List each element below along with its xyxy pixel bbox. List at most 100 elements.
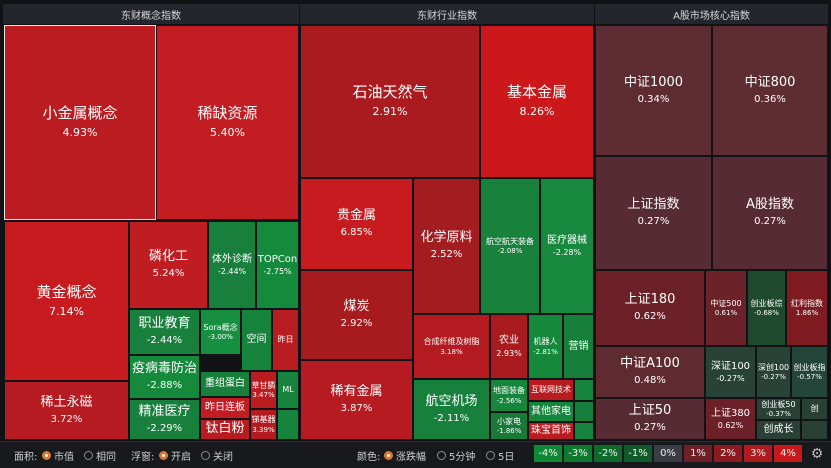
tile-xiaojiadian[interactable]: 小家电 -1.86% <box>490 412 528 440</box>
float-option-on[interactable]: 开启 <box>159 448 191 463</box>
tile-shiyou[interactable]: 石油天然气 2.91% <box>300 25 480 178</box>
color-option-5day[interactable]: 5日 <box>486 448 514 463</box>
radio-selected-icon <box>42 451 51 460</box>
tile-yiliao[interactable]: 医疗器械 -2.28% <box>540 178 594 314</box>
tile-sz180[interactable]: 上证180 0.62% <box>595 270 705 346</box>
tile-pct: 7.14% <box>49 304 84 318</box>
tile-guijinshu[interactable]: 贵金属 6.85% <box>300 178 413 270</box>
tile-sz380[interactable]: 上证380 0.62% <box>705 398 756 440</box>
tile-zuori[interactable]: 昨日 <box>272 309 299 371</box>
tile-name: 航空机场 <box>425 393 478 409</box>
tile-topcon[interactable]: TOPCon -2.75% <box>256 221 299 309</box>
tile-small-green-ind3[interactable] <box>574 422 594 440</box>
tile-name: 昨日 <box>277 335 294 345</box>
tile-pct: -2.81% <box>533 347 558 356</box>
tile-cyb-small[interactable]: 创 <box>801 398 828 420</box>
tile-qitajiadian[interactable]: 其他家电 <box>528 401 574 422</box>
tile-xitu[interactable]: 稀土永磁 3.72% <box>4 381 129 440</box>
tile-name: 营销 <box>568 340 589 352</box>
tile-cybz[interactable]: 创业板指 -0.57% <box>791 346 828 398</box>
color-label: 颜色: <box>357 452 381 463</box>
tile-name: 上证380 <box>710 407 751 419</box>
tile-hulianwang[interactable]: 互联网技术 <box>528 379 574 401</box>
tile-pct: 0.61% <box>714 309 738 318</box>
tile-small-green[interactable] <box>277 409 299 440</box>
tile-dimian[interactable]: 地面装备 -2.56% <box>490 379 528 412</box>
tile-pct: -0.27% <box>761 373 786 382</box>
tile-zz500[interactable]: 中证500 0.61% <box>705 270 747 346</box>
tile-jiben[interactable]: 基本金属 8.26% <box>480 25 594 178</box>
tile-tiwai[interactable]: 体外诊断 -2.44% <box>208 221 256 309</box>
legend-swatch: 1% <box>684 445 712 462</box>
tile-zhubao[interactable]: 珠宝首饰 <box>528 422 574 440</box>
tile-yimiao[interactable]: 疫病毒防治 -2.88% <box>129 355 200 399</box>
tile-jiqiren[interactable]: 机器人 -2.81% <box>528 314 563 379</box>
color-option-5min[interactable]: 5分钟 <box>437 448 475 463</box>
tile-linhuagong[interactable]: 磷化工 5.24% <box>129 221 208 309</box>
tile-agu[interactable]: A股指数 0.27% <box>712 156 828 270</box>
tile-name: 中证A100 <box>620 356 680 372</box>
area-option-equal[interactable]: 相同 <box>84 448 116 463</box>
tile-sz100b[interactable]: 深创100 -0.27% <box>756 346 791 398</box>
tile-huaxue[interactable]: 化学原料 2.52% <box>413 178 480 314</box>
tile-core-small[interactable] <box>801 420 828 440</box>
tile-name: 中证800 <box>744 74 796 90</box>
tile-kongjian[interactable]: 空间 <box>241 309 272 371</box>
settings-gear-icon[interactable]: ⚙ <box>810 446 824 462</box>
tile-zz800[interactable]: 中证800 0.36% <box>712 25 828 156</box>
tile-zuoriliban[interactable]: 昨日连板 <box>200 397 250 419</box>
tile-xique[interactable]: 稀缺资源 5.40% <box>156 25 299 220</box>
tile-nongye[interactable]: 农业 2.93% <box>490 314 528 379</box>
tile-caoganlin[interactable]: 草甘膦 3.47% <box>250 371 277 409</box>
tile-name: 石油天然气 <box>352 83 428 102</box>
tile-huangjin[interactable]: 黄金概念 7.14% <box>4 221 129 381</box>
legend-swatch: 2% <box>714 445 742 462</box>
tile-small-green-ind[interactable] <box>574 379 594 401</box>
tile-xiyou[interactable]: 稀有金属 3.87% <box>300 360 413 440</box>
tile-small-green-ind2[interactable] <box>574 401 594 422</box>
tile-xiaojinshu[interactable]: 小金属概念 4.93% <box>4 25 156 220</box>
float-option-off-label: 关闭 <box>213 452 233 463</box>
tile-yingxiao[interactable]: 营销 <box>563 314 594 379</box>
tile-zhiye[interactable]: 职业教育 -2.44% <box>129 309 200 355</box>
tile-name: 锑基器 <box>251 415 276 425</box>
tile-ml[interactable]: ML <box>277 371 299 409</box>
tile-chuangchengzhang[interactable]: 创成长 <box>756 420 801 440</box>
tile-pct: 0.27% <box>754 216 786 228</box>
tile-cyb[interactable]: 创业板综 -0.68% <box>747 270 786 346</box>
tile-pct: -2.44% <box>146 335 183 347</box>
tile-cyb50[interactable]: 创业板50 -0.37% <box>756 398 801 420</box>
tile-hongli[interactable]: 红利指数 1.86% <box>786 270 828 346</box>
tile-pct: -2.28% <box>552 248 582 258</box>
float-option-off[interactable]: 关闭 <box>201 448 233 463</box>
tile-taibaifen[interactable]: 钛白粉 <box>200 419 250 440</box>
tile-name: 红利指数 <box>791 298 823 308</box>
tile-pct: 2.93% <box>496 348 522 358</box>
tile-name: 创业板50 <box>761 399 796 409</box>
tile-hangkongjichang[interactable]: 航空机场 -2.11% <box>413 379 490 440</box>
tile-sora[interactable]: Sora概念 -3.00% <box>200 309 241 355</box>
tile-name: 磷化工 <box>148 249 188 265</box>
tile-szzs[interactable]: 上证指数 0.27% <box>595 156 712 270</box>
tile-name: 深证100 <box>710 360 751 372</box>
tile-zhongjin[interactable]: 重组蛋白 <box>200 371 250 397</box>
tile-name: 农业 <box>499 335 519 347</box>
tile-zz1000[interactable]: 中证1000 0.34% <box>595 25 712 156</box>
tile-name: 钛白粉 <box>205 421 245 437</box>
float-label: 浮窗: <box>131 452 155 463</box>
tile-jingzhun[interactable]: 精准医疗 -2.29% <box>129 399 200 440</box>
tile-pct: 3.47% <box>252 391 275 400</box>
tile-name: 中证500 <box>710 298 742 308</box>
tile-hecheng[interactable]: 合成纤维及树脂 3.18% <box>413 314 490 379</box>
tile-sz50[interactable]: 上证50 0.27% <box>595 398 705 440</box>
tile-sz100[interactable]: 深证100 -0.27% <box>705 346 756 398</box>
tile-hangkong[interactable]: 航空航天装备 -2.08% <box>480 178 540 314</box>
tile-lasuanji[interactable]: 锑基器 3.39% <box>250 409 277 440</box>
tile-name: 航空航天装备 <box>486 236 534 246</box>
tile-pct: -2.08% <box>497 247 523 256</box>
tile-zza100[interactable]: 中证A100 0.48% <box>595 346 705 398</box>
tile-pct: 6.85% <box>340 227 373 239</box>
color-option-change[interactable]: 涨跌幅 <box>384 448 426 463</box>
area-option-market-cap[interactable]: 市值 <box>42 448 74 463</box>
tile-meitan[interactable]: 煤炭 2.92% <box>300 270 413 360</box>
